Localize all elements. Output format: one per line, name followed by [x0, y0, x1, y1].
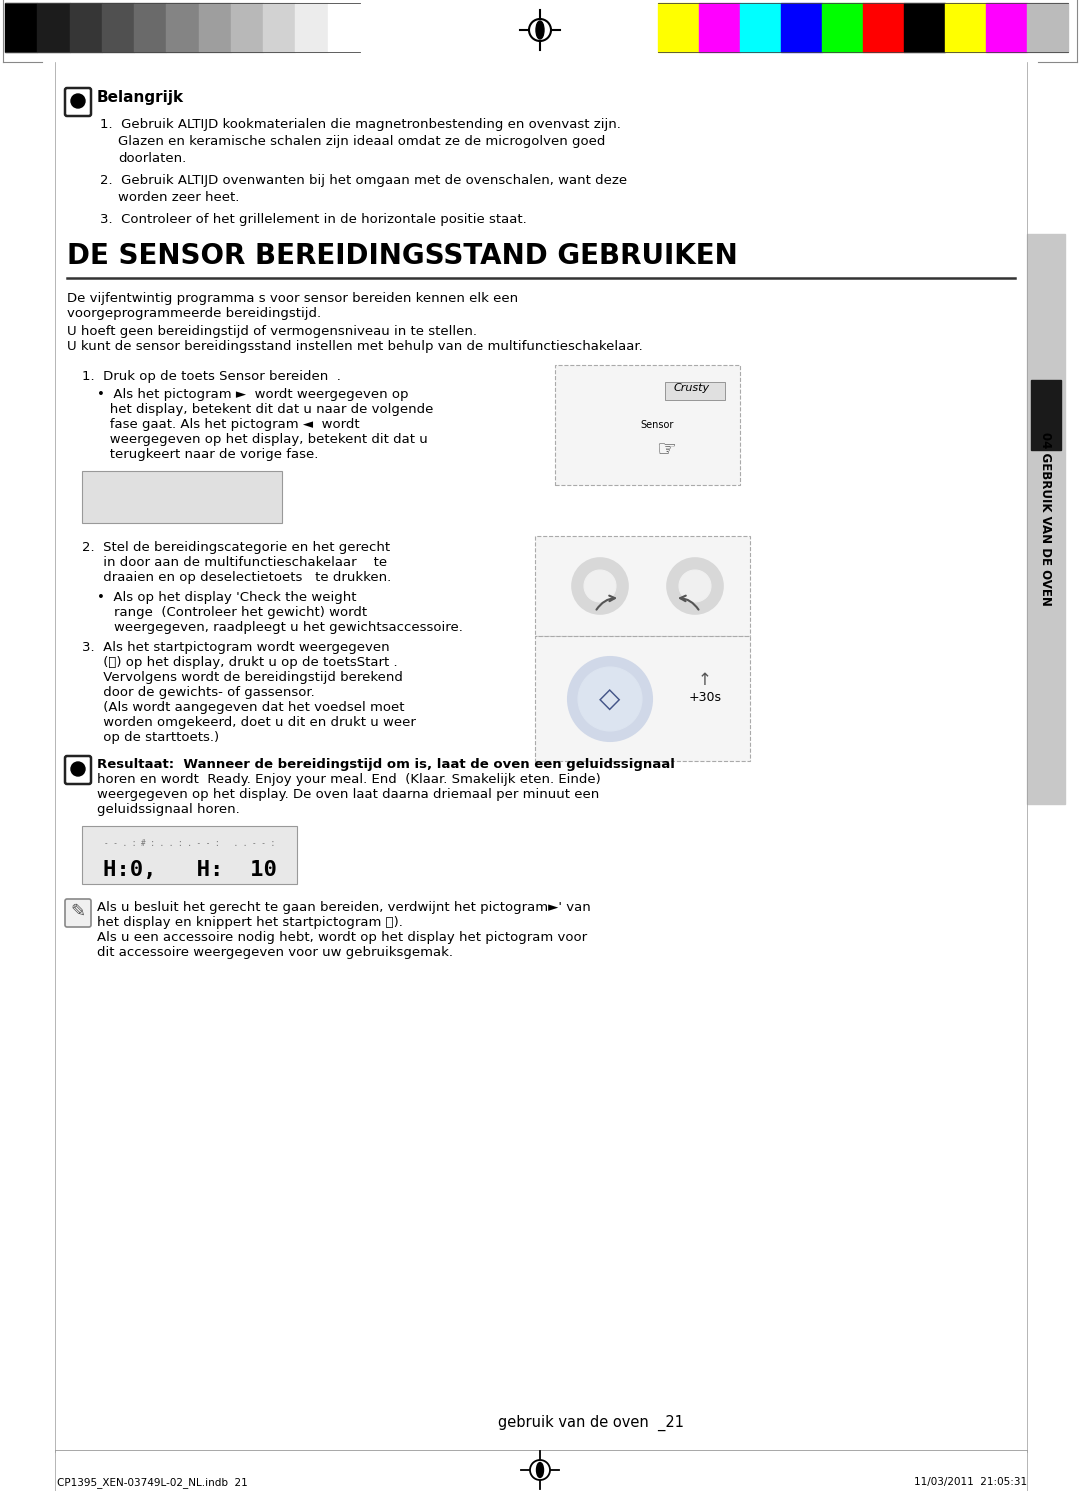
Bar — [296, 3, 327, 52]
Bar — [327, 3, 360, 52]
Text: dit accessoire weergegeven voor uw gebruiksgemak.: dit accessoire weergegeven voor uw gebru… — [97, 945, 453, 959]
Text: (⧉) op het display, drukt u op de toetsStart .: (⧉) op het display, drukt u op de toetsS… — [82, 656, 397, 669]
Text: ☞: ☞ — [656, 440, 676, 461]
Text: 1.  Druk op de toets Sensor bereiden  .: 1. Druk op de toets Sensor bereiden . — [82, 370, 341, 383]
Ellipse shape — [537, 1463, 543, 1478]
Text: fase gaat. Als het pictogram ◄  wordt: fase gaat. Als het pictogram ◄ wordt — [97, 417, 360, 431]
Text: 11/03/2011  21:05:31: 11/03/2011 21:05:31 — [914, 1478, 1027, 1487]
Circle shape — [572, 558, 627, 614]
Text: U hoeft geen bereidingstijd of vermogensniveau in te stellen.: U hoeft geen bereidingstijd of vermogens… — [67, 325, 477, 338]
Bar — [863, 3, 904, 52]
Bar — [535, 535, 750, 637]
Bar — [699, 3, 740, 52]
Text: 04 GEBRUIK VAN DE OVEN: 04 GEBRUIK VAN DE OVEN — [1039, 432, 1053, 605]
Text: worden omgekeerd, doet u dit en drukt u weer: worden omgekeerd, doet u dit en drukt u … — [82, 716, 416, 729]
Bar — [986, 3, 1027, 52]
Text: De vijfentwintig programma s voor sensor bereiden kennen elk een: De vijfentwintig programma s voor sensor… — [67, 292, 518, 306]
Bar — [231, 3, 264, 52]
Bar — [658, 3, 699, 52]
Text: geluidssignaal horen.: geluidssignaal horen. — [97, 804, 240, 816]
Text: Als u een accessoire nodig hebt, wordt op het display het pictogram voor: Als u een accessoire nodig hebt, wordt o… — [97, 930, 588, 944]
Circle shape — [667, 558, 723, 614]
Circle shape — [71, 94, 85, 107]
Text: op de starttoets.): op de starttoets.) — [82, 731, 219, 744]
Text: ◇: ◇ — [599, 684, 621, 713]
Text: worden zeer heet.: worden zeer heet. — [118, 191, 240, 204]
Text: ✎: ✎ — [70, 904, 85, 921]
Text: Crusty: Crusty — [674, 383, 710, 394]
Bar — [740, 3, 781, 52]
Bar — [904, 3, 945, 52]
Text: 3.  Controleer of het grillelement in de horizontale positie staat.: 3. Controleer of het grillelement in de … — [100, 213, 527, 227]
Text: draaien en op deselectietoets   te drukken.: draaien en op deselectietoets te drukken… — [82, 571, 391, 584]
Bar — [82, 826, 297, 884]
Text: weergegeven op het display. De oven laat daarna driemaal per minuut een: weergegeven op het display. De oven laat… — [97, 789, 599, 801]
Text: ↑: ↑ — [698, 671, 712, 689]
Text: weergegeven op het display, betekent dit dat u: weergegeven op het display, betekent dit… — [97, 432, 428, 446]
Bar — [166, 3, 199, 52]
Bar — [1027, 234, 1065, 804]
Text: terugkeert naar de vorige fase.: terugkeert naar de vorige fase. — [97, 447, 319, 461]
Bar — [781, 3, 822, 52]
Bar — [945, 3, 986, 52]
Bar — [199, 3, 231, 52]
Ellipse shape — [536, 21, 544, 39]
Text: 2.  Gebruik ALTIJD ovenwanten bij het omgaan met de ovenschalen, want deze: 2. Gebruik ALTIJD ovenwanten bij het omg… — [100, 174, 627, 186]
Circle shape — [578, 666, 642, 731]
Text: het display, betekent dit dat u naar de volgende: het display, betekent dit dat u naar de … — [97, 403, 433, 416]
FancyBboxPatch shape — [65, 88, 91, 116]
Bar — [665, 382, 725, 400]
Text: +30s: +30s — [689, 690, 721, 704]
Bar — [535, 637, 750, 760]
Bar — [102, 3, 134, 52]
Bar — [134, 3, 166, 52]
Text: doorlaten.: doorlaten. — [118, 152, 186, 166]
Text: door de gewichts- of gassensor.: door de gewichts- of gassensor. — [82, 686, 314, 699]
Text: Vervolgens wordt de bereidingstijd berekend: Vervolgens wordt de bereidingstijd berek… — [82, 671, 403, 684]
Circle shape — [568, 658, 652, 741]
Text: DE SENSOR BEREIDINGSSTAND GEBRUIKEN: DE SENSOR BEREIDINGSSTAND GEBRUIKEN — [67, 242, 738, 270]
Text: 1.  Gebruik ALTIJD kookmaterialen die magnetronbestending en ovenvast zijn.: 1. Gebruik ALTIJD kookmaterialen die mag… — [100, 118, 621, 131]
Circle shape — [71, 762, 85, 775]
Text: weergegeven, raadpleegt u het gewichtsaccessoire.: weergegeven, raadpleegt u het gewichtsac… — [97, 620, 463, 634]
Bar — [555, 365, 740, 485]
Circle shape — [679, 570, 711, 602]
Bar — [1031, 380, 1061, 450]
Bar — [5, 3, 38, 52]
Text: H:0,   H:  10: H:0, H: 10 — [103, 860, 276, 880]
Text: (Als wordt aangegeven dat het voedsel moet: (Als wordt aangegeven dat het voedsel mo… — [82, 701, 405, 714]
Bar — [38, 3, 69, 52]
Text: - - . : # : . . : . - - :   . . - - :: - - . : # : . . : . - - : . . - - : — [104, 839, 275, 848]
Bar — [82, 471, 282, 523]
Text: in door aan de multifunctieschakelaar    te: in door aan de multifunctieschakelaar te — [82, 556, 387, 570]
FancyBboxPatch shape — [65, 756, 91, 784]
Circle shape — [584, 570, 616, 602]
Text: Resultaat:  Wanneer de bereidingstijd om is, laat de oven een geluidssignaal: Resultaat: Wanneer de bereidingstijd om … — [97, 757, 675, 771]
Text: Belangrijk: Belangrijk — [97, 89, 184, 104]
Bar — [822, 3, 863, 52]
Text: •  Als op het display 'Check the weight: • Als op het display 'Check the weight — [97, 590, 356, 604]
Text: range  (Controleer het gewicht) wordt: range (Controleer het gewicht) wordt — [97, 605, 367, 619]
Text: het display en knippert het startpictogram ⧉).: het display en knippert het startpictogr… — [97, 915, 403, 929]
Bar — [69, 3, 102, 52]
Text: horen en wordt  Ready. Enjoy your meal. End  (Klaar. Smakelijk eten. Einde): horen en wordt Ready. Enjoy your meal. E… — [97, 772, 600, 786]
Text: U kunt de sensor bereidingsstand instellen met behulp van de multifunctieschakel: U kunt de sensor bereidingsstand instell… — [67, 340, 643, 353]
Bar — [264, 3, 296, 52]
Text: Glazen en keramische schalen zijn ideaal omdat ze de microgolven goed: Glazen en keramische schalen zijn ideaal… — [118, 136, 606, 148]
Text: 2.  Stel de bereidingscategorie en het gerecht: 2. Stel de bereidingscategorie en het ge… — [82, 541, 390, 555]
Text: •  Als het pictogram ►  wordt weergegeven op: • Als het pictogram ► wordt weergegeven … — [97, 388, 408, 401]
Text: CP1395_XEN-03749L-02_NL.indb  21: CP1395_XEN-03749L-02_NL.indb 21 — [57, 1478, 247, 1488]
Text: 3.  Als het startpictogram wordt weergegeven: 3. Als het startpictogram wordt weergege… — [82, 641, 390, 655]
Text: voorgeprogrammeerde bereidingstijd.: voorgeprogrammeerde bereidingstijd. — [67, 307, 321, 321]
Text: Als u besluit het gerecht te gaan bereiden, verdwijnt het pictogram►' van: Als u besluit het gerecht te gaan bereid… — [97, 901, 591, 914]
FancyBboxPatch shape — [65, 899, 91, 927]
Bar — [1027, 3, 1068, 52]
Text: gebruik van de oven  _21: gebruik van de oven _21 — [498, 1415, 684, 1431]
Text: Sensor: Sensor — [640, 420, 674, 429]
